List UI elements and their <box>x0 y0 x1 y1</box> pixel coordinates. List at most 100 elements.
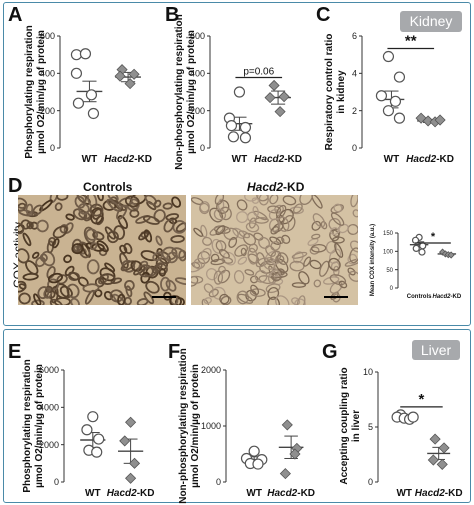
tubule <box>32 204 44 216</box>
tubule <box>303 256 312 267</box>
tubule <box>253 232 264 241</box>
tubule <box>330 212 345 226</box>
tubule <box>20 219 31 230</box>
x-category-suffix: -KD <box>284 154 302 165</box>
tubule <box>124 280 135 291</box>
tubule <box>208 288 219 298</box>
tubule <box>329 248 342 264</box>
y-axis-label: µmol O2/min/µg of protein <box>36 30 47 154</box>
tubule <box>90 207 104 225</box>
tubule <box>334 242 344 258</box>
data-point-wt <box>239 132 252 144</box>
significance-label: p=0.06 <box>243 66 274 77</box>
tubule <box>152 262 163 274</box>
tubule <box>153 199 162 208</box>
tubule <box>158 267 167 277</box>
tubule <box>325 240 337 254</box>
tubule <box>47 272 64 284</box>
y-tick-label: 0 <box>368 477 373 487</box>
tubule <box>145 280 160 294</box>
tubule <box>174 277 186 286</box>
tubule <box>106 230 119 244</box>
y-tick-label: 200 <box>190 106 205 116</box>
tubule <box>140 250 158 262</box>
tubule <box>110 277 123 285</box>
tubule <box>240 247 247 257</box>
data-point-kd <box>264 92 276 104</box>
tubule <box>333 203 343 213</box>
tubule <box>161 246 178 261</box>
x-category-label: Hacd2-KD <box>254 154 302 165</box>
data-point-wt <box>87 107 100 120</box>
tubule <box>76 195 87 203</box>
tubule <box>82 283 100 293</box>
tubule <box>125 285 133 298</box>
data-point-wt <box>252 458 264 470</box>
x-category-label: WT <box>384 154 400 165</box>
y-tick-label: 2 <box>352 106 357 116</box>
x-category-gene: Hacd2 <box>432 294 451 300</box>
x-category-label: WT <box>232 154 248 165</box>
tubule <box>311 233 321 240</box>
tubule <box>18 197 28 209</box>
tubule <box>89 203 104 217</box>
tubule <box>31 251 40 259</box>
tubule <box>104 262 116 273</box>
x-category-gene: Hacd2 <box>406 154 436 165</box>
y-tick-label: 0 <box>200 143 205 153</box>
x-category-suffix: -KD <box>134 154 152 165</box>
data-point-wt <box>389 95 402 107</box>
tubule <box>311 220 322 231</box>
tubule <box>250 284 260 296</box>
tubule <box>117 293 126 305</box>
tubule <box>33 293 42 305</box>
tubule <box>268 218 281 232</box>
tubule <box>202 236 213 246</box>
tubule <box>217 198 225 212</box>
x-category-label: Hacd2-KD <box>107 488 155 499</box>
tubule <box>219 206 232 221</box>
x-category-suffix: -KD <box>137 488 155 499</box>
significance-label: ** <box>405 33 417 50</box>
y-tick-label: 0 <box>50 143 55 153</box>
tubule <box>86 259 100 275</box>
x-category-label: Controls <box>407 294 432 300</box>
y-axis-label: Non-phosphorylating respiration <box>174 14 185 170</box>
micrograph-hacd2-kd <box>191 195 358 305</box>
tubule <box>221 256 234 264</box>
data-point-kd <box>447 251 455 259</box>
data-point-kd <box>427 454 439 466</box>
tubule <box>254 270 268 283</box>
tubule <box>333 265 340 277</box>
y-axis-label: Accepting coupling ratio <box>339 367 350 484</box>
x-category-label: WT <box>396 488 412 499</box>
tubule <box>200 247 212 260</box>
tubule <box>236 211 249 224</box>
panel-label-b: B <box>165 4 180 26</box>
data-point-wt <box>248 445 260 457</box>
x-category-label: Hacd2-KD <box>104 154 152 165</box>
y-tick-label: 4 <box>352 68 357 78</box>
tubule <box>116 204 128 221</box>
tubule <box>347 253 358 265</box>
data-point-kd <box>278 91 290 103</box>
tubule <box>70 297 80 305</box>
x-category-suffix: -KD <box>297 488 315 499</box>
tubule <box>52 238 60 249</box>
tubule <box>271 258 281 265</box>
tubule <box>244 269 255 276</box>
liver-section-frame <box>3 329 471 503</box>
tubule <box>267 205 282 214</box>
tubule <box>348 270 358 282</box>
tubule <box>22 272 39 281</box>
y-axis-label: µmol O2/min/µg of protein <box>34 364 45 488</box>
y-tick-label: 10 <box>363 367 373 377</box>
y-axis-label: Mean COX intensity (a.u.) <box>370 224 376 296</box>
y-tick-label: 2000 <box>39 440 59 450</box>
chart-d-inset: 0 50 100 150 Mean COX intensity (a.u.) Contro… <box>370 224 462 300</box>
data-point-wt <box>412 244 420 252</box>
tubule <box>215 240 227 252</box>
data-point-wt <box>393 71 406 83</box>
tubule <box>309 246 320 255</box>
tubule <box>99 273 116 285</box>
